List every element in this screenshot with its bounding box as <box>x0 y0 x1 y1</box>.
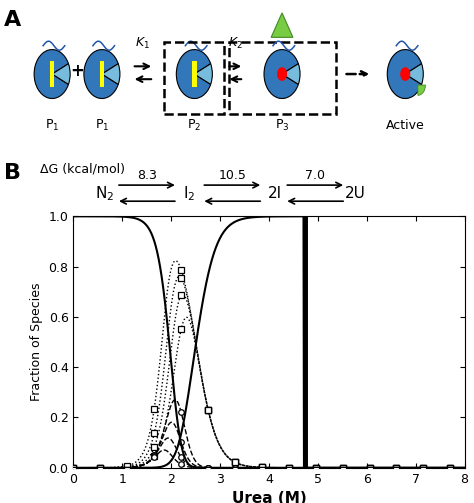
Wedge shape <box>264 50 298 99</box>
Text: P$_1$: P$_1$ <box>95 118 109 133</box>
Text: N$_2$: N$_2$ <box>95 184 114 203</box>
Text: 2U: 2U <box>345 186 366 201</box>
Text: ΔG (kcal/mol): ΔG (kcal/mol) <box>40 163 125 176</box>
Y-axis label: Fraction of Species: Fraction of Species <box>30 283 43 401</box>
Wedge shape <box>176 50 210 99</box>
Text: P$_1$: P$_1$ <box>45 118 59 133</box>
Text: A: A <box>4 10 21 30</box>
Text: K$_2$: K$_2$ <box>228 36 243 51</box>
Wedge shape <box>52 64 70 85</box>
Text: 2I: 2I <box>268 186 282 201</box>
X-axis label: Urea (M): Urea (M) <box>232 491 306 503</box>
Bar <box>192 60 197 88</box>
Bar <box>50 60 55 88</box>
Bar <box>229 42 336 114</box>
Text: P$_3$: P$_3$ <box>275 118 289 133</box>
Circle shape <box>277 67 287 81</box>
Wedge shape <box>102 64 120 85</box>
Text: 8.3: 8.3 <box>137 169 157 182</box>
Wedge shape <box>405 64 423 85</box>
Text: 7.0: 7.0 <box>305 169 325 182</box>
Wedge shape <box>84 50 118 99</box>
Text: Active: Active <box>386 119 425 132</box>
Text: +: + <box>70 62 84 80</box>
Text: 10.5: 10.5 <box>219 169 246 182</box>
Text: K$_1$: K$_1$ <box>135 36 150 51</box>
Wedge shape <box>282 64 300 85</box>
Wedge shape <box>418 85 426 96</box>
Polygon shape <box>271 13 293 37</box>
Wedge shape <box>34 50 68 99</box>
Circle shape <box>400 67 410 81</box>
Bar <box>164 42 224 114</box>
Text: P$_2$: P$_2$ <box>187 118 201 133</box>
Bar <box>100 60 104 88</box>
Wedge shape <box>387 50 421 99</box>
Wedge shape <box>194 64 212 85</box>
Text: B: B <box>4 163 21 183</box>
Text: I$_2$: I$_2$ <box>183 184 196 203</box>
